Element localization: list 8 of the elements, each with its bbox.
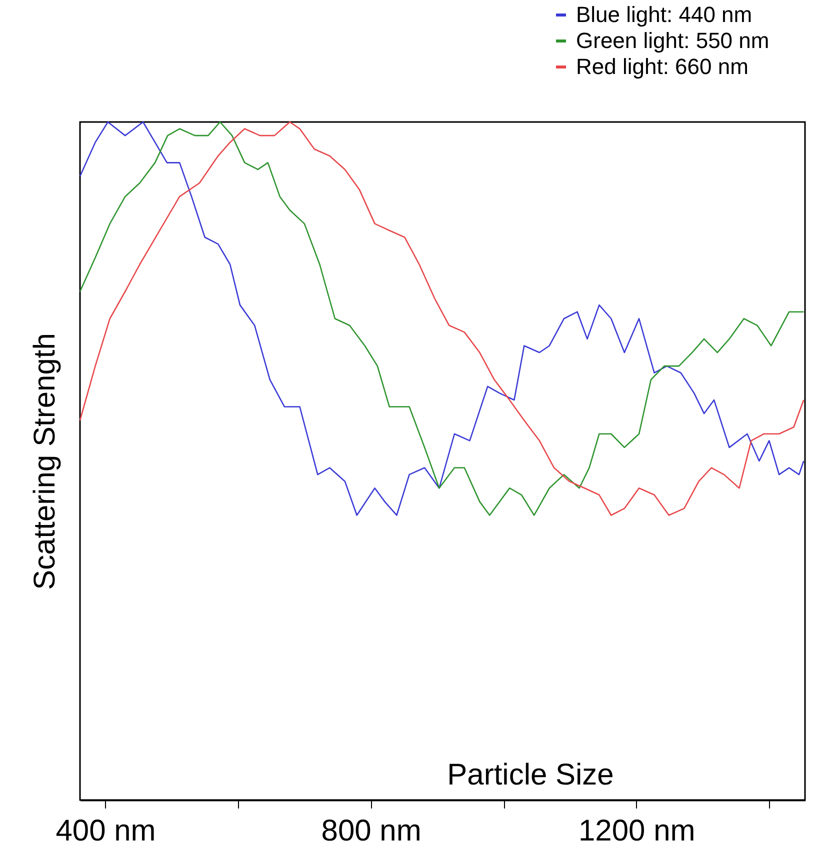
y-axis-title: Scattering Strength xyxy=(28,333,62,590)
x-tick-label: 800 nm xyxy=(321,814,422,848)
legend-label: Green light: 550 nm xyxy=(576,28,770,53)
x-axis-title: Particle Size xyxy=(447,758,614,792)
x-tick-label: 400 nm xyxy=(56,814,156,848)
x-tick-label: 1200 nm xyxy=(578,814,696,848)
legend-label: Blue light: 440 nm xyxy=(576,2,752,27)
legend-label: Red light: 660 nm xyxy=(576,54,748,79)
